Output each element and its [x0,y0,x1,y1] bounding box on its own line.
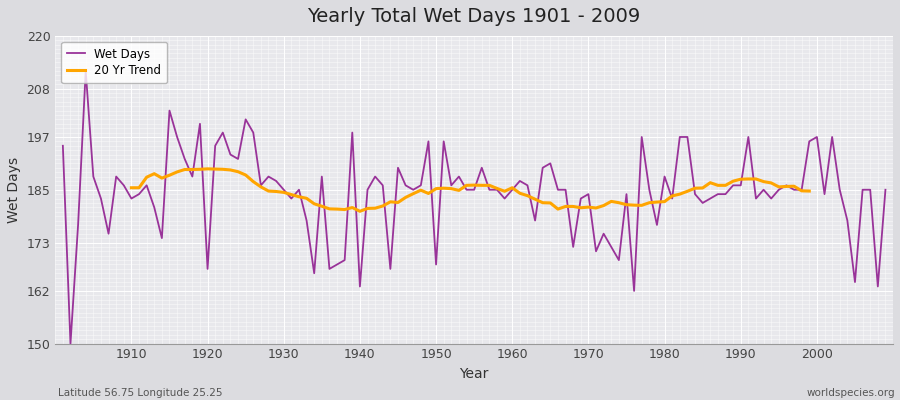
20 Yr Trend [202,166,213,171]
Wet Days [58,143,68,148]
Line: 20 Yr Trend: 20 Yr Trend [131,169,809,211]
Wet Days [614,258,625,262]
Wet Days [522,183,533,188]
20 Yr Trend [788,184,799,189]
Wet Days [133,192,144,196]
20 Yr Trend [804,189,814,194]
20 Yr Trend [339,207,350,212]
20 Yr Trend [225,168,236,172]
Text: worldspecies.org: worldspecies.org [807,388,896,398]
Wet Days [880,187,891,192]
Wet Days [302,218,312,223]
Title: Yearly Total Wet Days 1901 - 2009: Yearly Total Wet Days 1901 - 2009 [308,7,641,26]
Wet Days [65,341,76,346]
20 Yr Trend [705,180,716,185]
Y-axis label: Wet Days: Wet Days [7,157,21,223]
20 Yr Trend [355,209,365,214]
Legend: Wet Days, 20 Yr Trend: Wet Days, 20 Yr Trend [61,42,167,83]
X-axis label: Year: Year [460,367,489,381]
Line: Wet Days: Wet Days [63,71,886,344]
20 Yr Trend [614,200,625,205]
Wet Days [346,130,357,135]
Wet Days [515,178,526,183]
Text: Latitude 56.75 Longitude 25.25: Latitude 56.75 Longitude 25.25 [58,388,223,398]
20 Yr Trend [720,183,731,188]
Wet Days [80,69,91,74]
20 Yr Trend [126,185,137,190]
